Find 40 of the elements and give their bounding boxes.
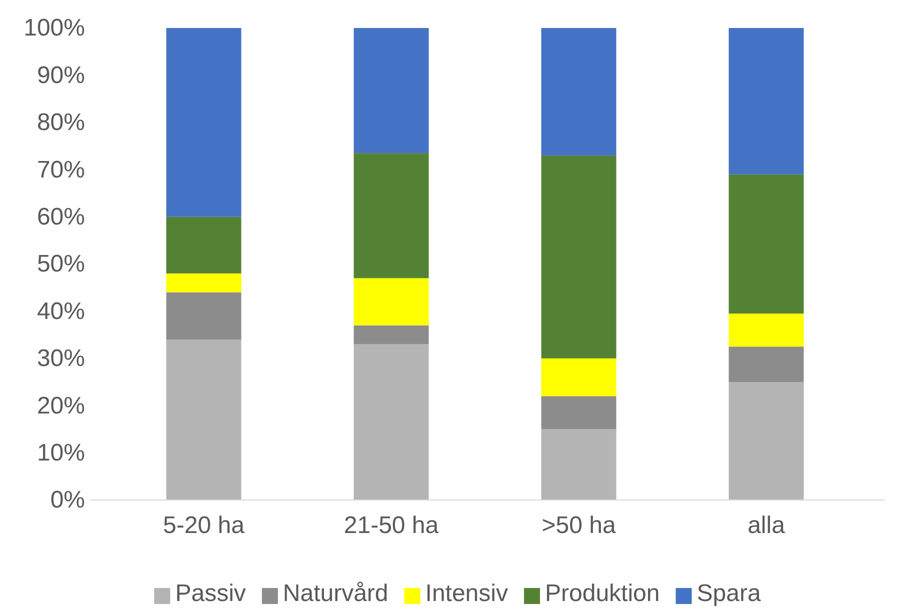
bar — [354, 344, 429, 500]
y-tick-label: 50% — [36, 250, 85, 278]
legend-label: Spara — [696, 580, 762, 607]
y-tick-label: 0% — [50, 486, 85, 514]
bar — [728, 28, 804, 174]
y-tick-label: 70% — [36, 156, 85, 184]
y-tick-label: 20% — [36, 392, 85, 420]
bar — [541, 429, 616, 500]
x-tick-label: >50 ha — [542, 512, 616, 539]
x-tick-label: 5-20 ha — [163, 512, 246, 539]
bar — [541, 155, 616, 358]
y-tick-label: 100% — [24, 14, 85, 42]
x-tick-label: alla — [748, 512, 786, 539]
bar — [166, 28, 242, 217]
y-tick-label: 40% — [36, 298, 85, 325]
y-tick-label: 30% — [36, 345, 85, 372]
legend-label: Intensiv — [425, 580, 508, 607]
bar — [354, 153, 429, 278]
legend-label: Produktion — [544, 580, 660, 607]
bar — [728, 382, 804, 500]
legend-label: Passiv — [175, 580, 246, 607]
bar — [728, 174, 804, 314]
bar — [728, 314, 804, 347]
bar — [728, 346, 804, 382]
bar — [354, 325, 429, 344]
bar — [166, 216, 242, 274]
x-tick-label: 21-50 ha — [344, 512, 440, 539]
y-tick-label: 10% — [36, 439, 85, 466]
legend-label: Naturvård — [282, 580, 388, 607]
bar — [166, 273, 242, 292]
y-tick-label: 90% — [36, 62, 85, 89]
bar — [541, 358, 616, 396]
bar — [166, 292, 242, 340]
bar — [541, 28, 616, 156]
bar — [541, 396, 616, 430]
y-tick-label: 60% — [36, 203, 85, 230]
bar — [354, 28, 429, 154]
y-tick-label: 80% — [36, 109, 85, 136]
bar — [166, 340, 242, 500]
bar — [354, 278, 429, 326]
